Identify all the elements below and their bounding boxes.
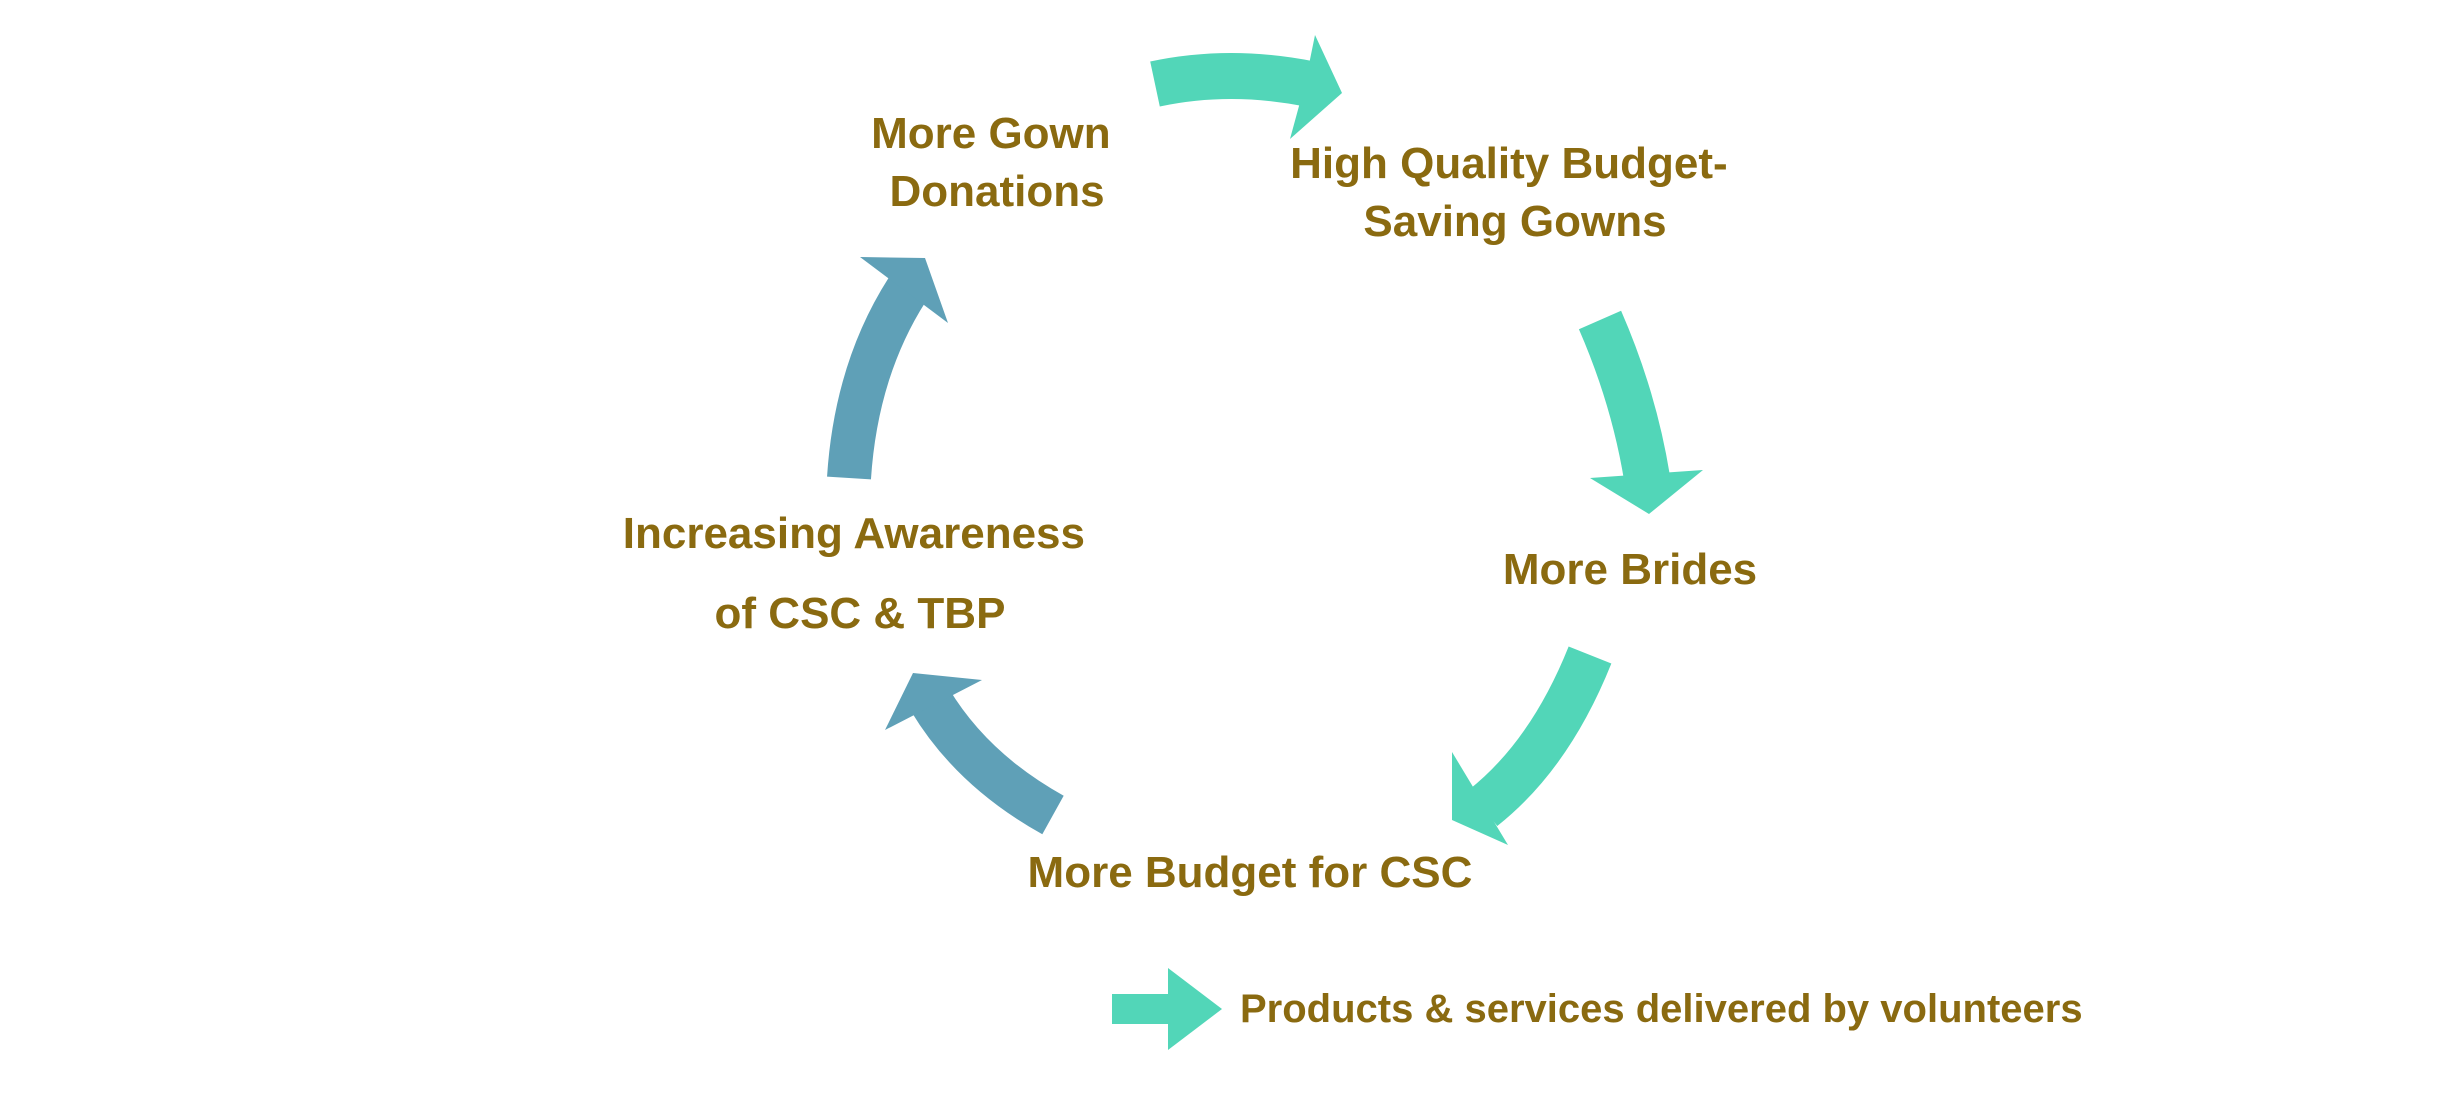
legend-label: Products & services delivered by volunte… bbox=[1240, 987, 2083, 1031]
node-gown-donations-line1: More Gown bbox=[871, 109, 1111, 158]
node-awareness-line1: Increasing Awareness bbox=[623, 509, 1085, 558]
right-arrow-icon bbox=[1112, 968, 1222, 1050]
node-awareness: Increasing Awareness of CSC & TBP bbox=[623, 509, 1097, 638]
node-gown-donations-line2: Donations bbox=[889, 167, 1104, 216]
arrow-awareness-to-donations bbox=[827, 257, 948, 480]
arrow-head bbox=[1590, 470, 1703, 514]
node-budget-saving-gowns-line2: Saving Gowns bbox=[1363, 197, 1666, 246]
legend: Products & services delivered by volunte… bbox=[1112, 968, 2083, 1050]
arrow-shaft bbox=[1468, 646, 1612, 827]
node-budget-saving-gowns-line1: High Quality Budget- bbox=[1290, 139, 1728, 188]
arrow-shaft bbox=[1578, 310, 1670, 482]
node-brides-line1: More Brides bbox=[1503, 545, 1757, 594]
node-budget-line1: More Budget for CSC bbox=[1028, 848, 1473, 897]
arrow-shaft bbox=[827, 278, 926, 480]
arrow-shaft bbox=[911, 688, 1064, 835]
node-budget: More Budget for CSC bbox=[1028, 848, 1473, 897]
arrow-brides-to-budget bbox=[1452, 646, 1612, 845]
arrow-head bbox=[860, 257, 948, 323]
arrow-budget-to-awareness bbox=[885, 673, 1064, 835]
node-brides: More Brides bbox=[1503, 545, 1757, 594]
arrow-head bbox=[1290, 35, 1342, 139]
node-awareness-line2: of CSC & TBP bbox=[715, 589, 1006, 638]
arrow-gowns-to-brides bbox=[1578, 310, 1703, 514]
arrow-head bbox=[1452, 752, 1508, 845]
arrow-shaft bbox=[1150, 53, 1315, 107]
arrow-head bbox=[885, 673, 982, 730]
node-gown-donations: More Gown Donations bbox=[871, 109, 1123, 216]
arrow-donations-to-gowns bbox=[1150, 35, 1342, 139]
node-budget-saving-gowns: High Quality Budget- Saving Gowns bbox=[1290, 139, 1740, 246]
